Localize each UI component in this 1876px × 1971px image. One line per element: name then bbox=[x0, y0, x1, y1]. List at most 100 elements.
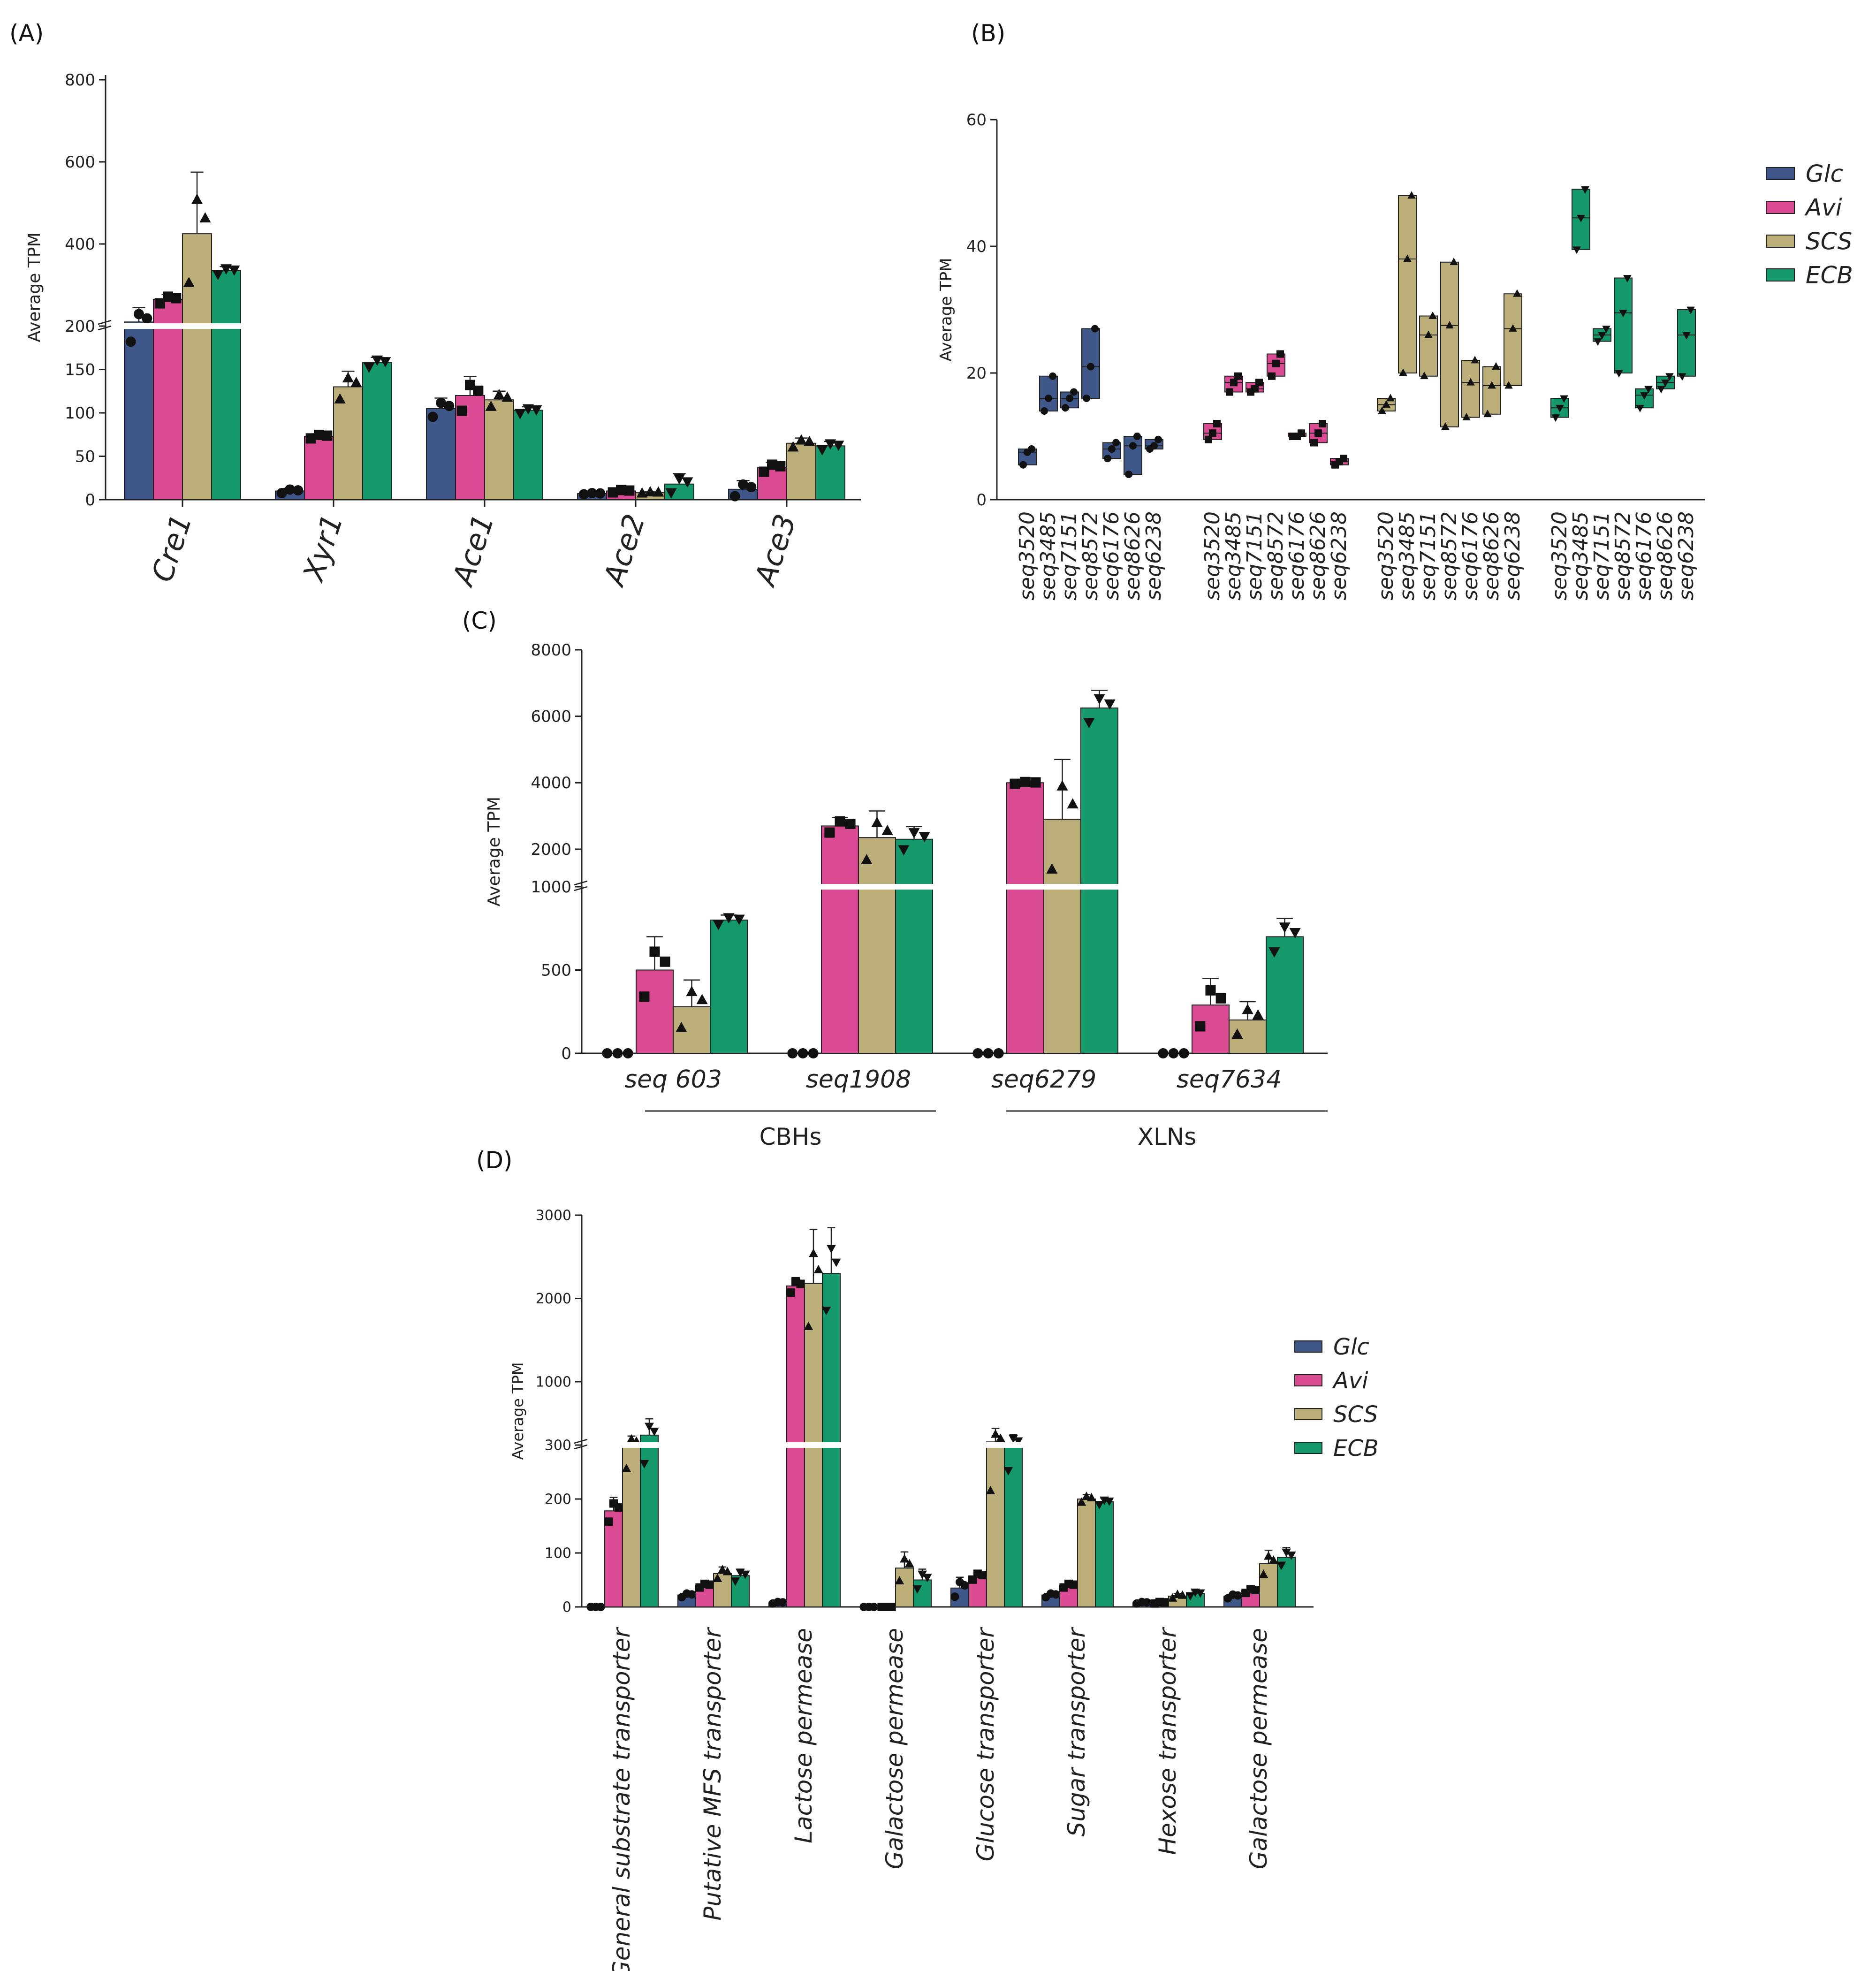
point-triangle-down bbox=[1094, 1501, 1104, 1510]
point-circle bbox=[1091, 325, 1099, 333]
point-square bbox=[1069, 1580, 1078, 1589]
point-circle bbox=[1070, 388, 1078, 396]
point-triangle-down bbox=[733, 914, 745, 925]
point-circle bbox=[293, 485, 304, 496]
gene-label-ecb-6: seq6238 bbox=[1674, 511, 1698, 601]
point-square bbox=[1319, 420, 1326, 427]
point-square bbox=[456, 405, 467, 416]
point-triangle-up bbox=[696, 994, 708, 1005]
point-triangle-up bbox=[1067, 798, 1079, 809]
point-triangle-down bbox=[1636, 404, 1644, 412]
point-triangle-up bbox=[644, 486, 656, 496]
point-triangle-up bbox=[1259, 1569, 1268, 1578]
category-label-7: Galactose permease bbox=[1245, 1628, 1272, 1869]
point-circle bbox=[787, 1048, 798, 1058]
point-triangle-down bbox=[1282, 1548, 1291, 1557]
y-tick-label: 0 bbox=[561, 1044, 571, 1063]
point-triangle-down bbox=[682, 477, 693, 488]
point-circle bbox=[1108, 445, 1116, 453]
point-triangle-up bbox=[636, 487, 648, 498]
bar-ecb-galactose-permease bbox=[913, 1579, 932, 1607]
panel-d-label: (D) bbox=[476, 1147, 513, 1174]
gene-label-ecb-5: seq8626 bbox=[1653, 511, 1677, 601]
point-circle bbox=[1142, 1598, 1151, 1607]
point-triangle-down bbox=[908, 828, 920, 839]
point-triangle-down bbox=[363, 362, 375, 373]
point-circle bbox=[1150, 442, 1158, 450]
point-square bbox=[465, 380, 475, 390]
point-triangle-up bbox=[881, 824, 893, 835]
point-circle bbox=[578, 489, 589, 500]
point-circle bbox=[778, 1598, 787, 1607]
y-tick-label: 200 bbox=[545, 1492, 571, 1508]
point-circle bbox=[797, 1048, 808, 1058]
panel-c-chart: 8000 6000 4000 2000 1000 500 0 Average TPM seq 6… bbox=[485, 641, 1328, 1150]
axis-break-mark bbox=[574, 1444, 588, 1450]
point-triangle-up bbox=[334, 393, 346, 403]
box-scs-seq7151 bbox=[1419, 315, 1438, 377]
point-triangle-up bbox=[1386, 394, 1395, 402]
point-triangle-down bbox=[816, 445, 828, 456]
point-circle bbox=[1158, 1048, 1169, 1058]
point-square bbox=[1195, 1021, 1206, 1032]
point-square bbox=[163, 291, 173, 302]
gene-label-avi-5: seq8626 bbox=[1306, 511, 1330, 601]
point-triangle-up bbox=[871, 816, 883, 827]
point-triangle-up bbox=[1268, 1555, 1278, 1564]
point-circle bbox=[436, 397, 446, 408]
point-circle bbox=[1112, 439, 1120, 447]
point-triangle-up bbox=[722, 1567, 732, 1575]
point-triangle-up bbox=[1504, 381, 1513, 389]
y-tick-label: 3000 bbox=[536, 1208, 571, 1224]
gene-label-ecb-4: seq6176 bbox=[1632, 511, 1656, 601]
point-square bbox=[1160, 1598, 1169, 1607]
box-ecb-seq8572 bbox=[1614, 277, 1633, 373]
point-circle bbox=[993, 1048, 1004, 1058]
point-triangle-down bbox=[1104, 699, 1116, 710]
point-triangle-up bbox=[1488, 381, 1496, 389]
point-square bbox=[1272, 359, 1280, 367]
y-tick-label: 800 bbox=[65, 71, 95, 90]
legend-swatch-scs bbox=[1766, 235, 1795, 248]
point-circle bbox=[983, 1048, 994, 1058]
bar-scs-glucose-transporter bbox=[986, 1441, 1005, 1607]
point-circle bbox=[444, 401, 455, 411]
panel-a-label: (A) bbox=[9, 20, 44, 47]
legend-label-scs: SCS bbox=[1806, 228, 1852, 255]
point-triangle-down bbox=[1623, 275, 1632, 283]
point-circle bbox=[1133, 433, 1141, 440]
gene-label-scs-2: seq7151 bbox=[1416, 511, 1440, 601]
point-square bbox=[1276, 350, 1284, 358]
legend-swatch-ecb bbox=[1766, 268, 1795, 282]
point-triangle-up bbox=[1056, 780, 1068, 791]
legend-swatch-glc bbox=[1766, 167, 1795, 180]
point-triangle-down bbox=[713, 920, 724, 930]
point-triangle-down bbox=[1598, 332, 1606, 340]
point-square bbox=[705, 1580, 714, 1589]
y-tick-label: 600 bbox=[65, 153, 95, 172]
point-triangle-down bbox=[522, 404, 534, 415]
point-square bbox=[1030, 777, 1041, 788]
bar-ecb-seq1908 bbox=[895, 838, 933, 1054]
point-triangle-up bbox=[895, 1576, 904, 1584]
point-triangle-up bbox=[1483, 410, 1492, 418]
point-circle bbox=[950, 1592, 959, 1601]
axis-break-mark bbox=[574, 1438, 588, 1444]
axis-break-band bbox=[585, 1442, 1314, 1448]
gene-label-glc-3: seq8572 bbox=[1079, 511, 1102, 601]
y-tick-label: 2000 bbox=[531, 840, 571, 859]
point-square bbox=[322, 430, 333, 441]
bar-ecb-seq7634 bbox=[1266, 936, 1304, 1054]
bar-ecb-sugar-transporter bbox=[1095, 1501, 1114, 1607]
point-triangle-down bbox=[1279, 922, 1291, 933]
point-square bbox=[1251, 385, 1259, 393]
point-circle bbox=[972, 1048, 983, 1058]
box-glc-seq3485 bbox=[1039, 375, 1058, 411]
y-axis-label: Average TPM bbox=[25, 232, 44, 342]
point-triangle-up bbox=[795, 434, 807, 445]
point-triangle-down bbox=[723, 913, 735, 924]
y-axis-label: Average TPM bbox=[485, 797, 504, 906]
point-circle bbox=[1087, 363, 1094, 371]
point-square bbox=[767, 459, 777, 470]
point-triangle-up bbox=[1466, 378, 1475, 386]
